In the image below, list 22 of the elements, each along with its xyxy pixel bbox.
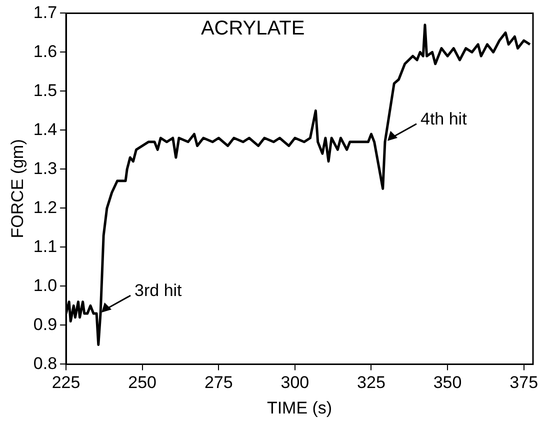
annotation: 3rd hit: [134, 281, 182, 300]
y-tick-label: 0.8: [33, 354, 58, 373]
x-tick-label: 275: [204, 373, 233, 392]
y-tick-label: 1.0: [33, 276, 58, 295]
chart-title: ACRYLATE: [200, 18, 305, 40]
x-tick-label: 325: [357, 373, 386, 392]
x-tick-label: 375: [510, 373, 538, 392]
y-tick-label: 1.7: [33, 2, 58, 22]
y-tick-label: 1.6: [33, 42, 58, 61]
y-tick-label: 0.9: [33, 314, 58, 334]
y-tick-label: 1.5: [33, 80, 58, 100]
y-tick-label: 1.4: [33, 120, 58, 139]
y-axis-title: FORCE (gm): [8, 139, 27, 238]
x-tick-label: 300: [280, 373, 310, 392]
x-axis-title: TIME (s): [266, 398, 332, 418]
y-tick-label: 1.2: [33, 198, 58, 217]
x-tick-label: 350: [433, 373, 462, 392]
annotation: 4th hit: [420, 110, 468, 129]
x-tick-label: 250: [128, 373, 157, 392]
x-tick-label: 225: [52, 373, 80, 392]
y-tick-label: 1.1: [33, 236, 58, 256]
y-tick-label: 1.3: [33, 158, 58, 178]
